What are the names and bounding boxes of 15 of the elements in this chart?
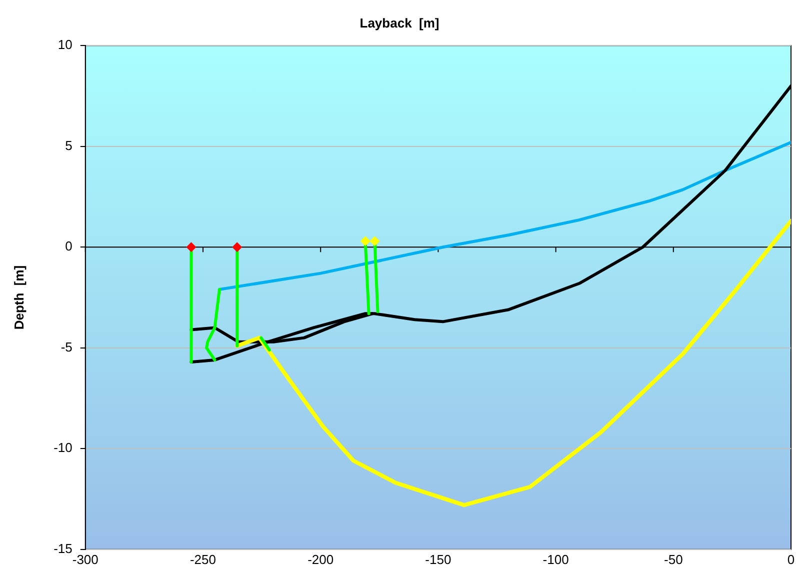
y-tick-label: -15 [54,540,72,556]
x-tick-label: -200 [308,552,334,567]
x-tick-label: -250 [190,552,216,567]
y-tick-label: -5 [60,339,72,354]
x-tick-label: -50 [664,552,683,567]
x-tick-label: -150 [425,552,452,567]
x-tick-label: 0 [787,552,795,567]
y-tick-label: -10 [54,440,72,456]
y-tick-label: 5 [65,138,72,153]
y-tick-label: 10 [58,37,72,52]
y-axis-title: Depth [m] [11,265,26,330]
x-axis-title: Layback [m] [360,15,440,30]
y-tick-label: 0 [65,238,72,254]
x-tick-label: -100 [542,552,569,567]
x-tick-label: -300 [72,552,98,567]
